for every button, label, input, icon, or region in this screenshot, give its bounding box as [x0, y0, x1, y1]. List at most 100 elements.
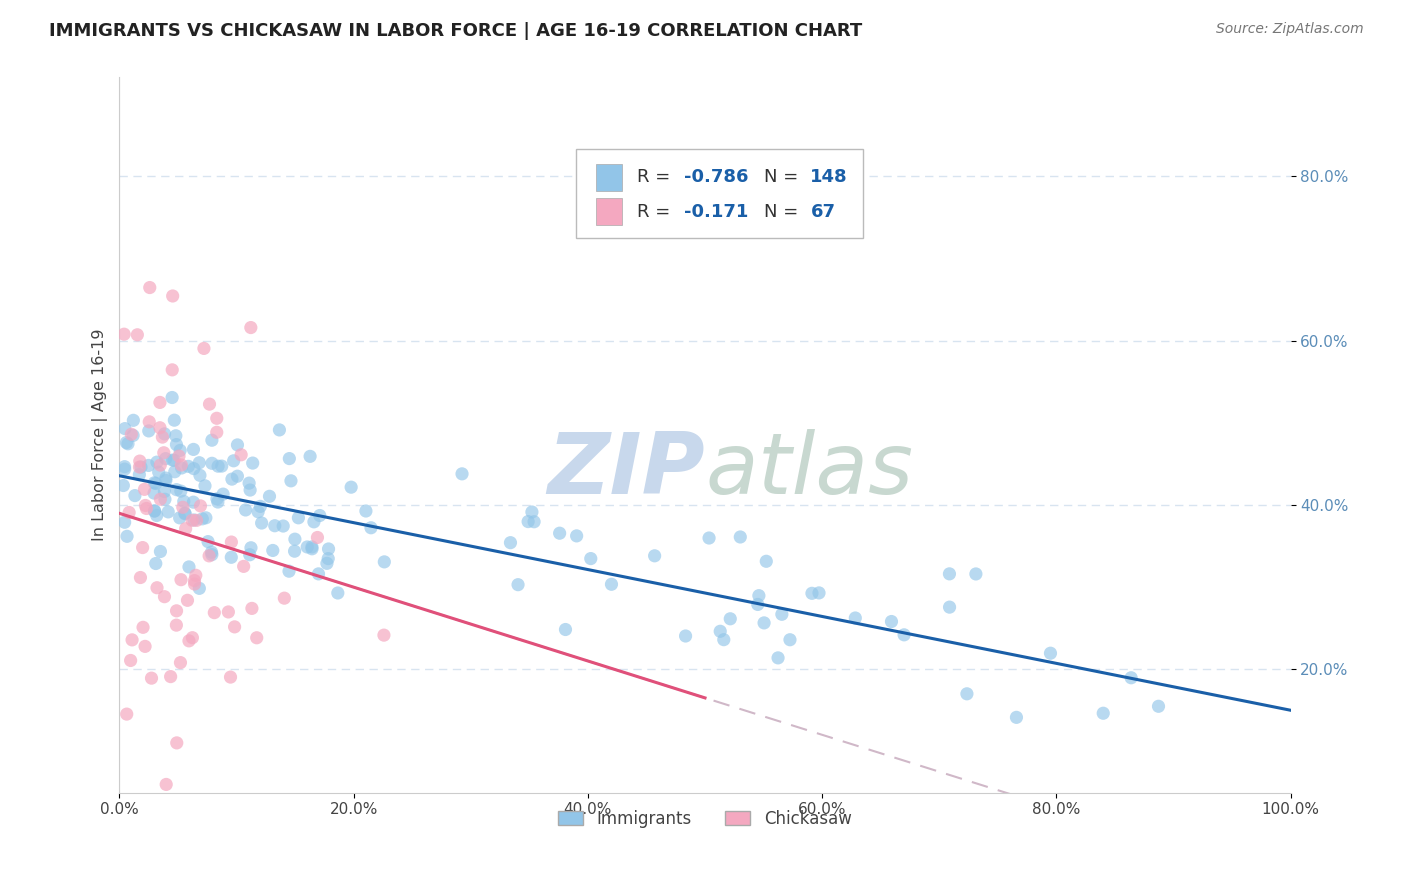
- Point: [149, 544, 172, 558]
- Point: [149, 492, 172, 507]
- Point: [373, 555, 395, 569]
- Point: [880, 615, 903, 629]
- Point: [194, 479, 217, 493]
- Point: [600, 577, 623, 591]
- Point: [183, 442, 205, 457]
- Point: [226, 438, 249, 452]
- Point: [205, 491, 228, 506]
- Point: [129, 460, 152, 475]
- Point: [965, 566, 987, 581]
- Point: [269, 423, 291, 437]
- Point: [354, 504, 377, 518]
- Point: [174, 522, 197, 536]
- Point: [779, 632, 801, 647]
- Point: [170, 461, 193, 475]
- Point: [115, 435, 138, 450]
- Point: [143, 475, 166, 490]
- Point: [173, 494, 195, 508]
- FancyBboxPatch shape: [596, 198, 621, 226]
- Point: [800, 586, 823, 600]
- Legend: Immigrants, Chickasaw: Immigrants, Chickasaw: [551, 803, 858, 834]
- Point: [155, 474, 177, 488]
- Point: [238, 476, 260, 491]
- Point: [297, 540, 319, 554]
- Point: [149, 458, 172, 472]
- Point: [190, 499, 212, 513]
- Point: [146, 455, 169, 469]
- Point: [239, 483, 262, 497]
- Point: [221, 535, 243, 549]
- Text: 148: 148: [810, 169, 848, 186]
- Point: [186, 513, 208, 527]
- Text: R =: R =: [637, 169, 676, 186]
- Point: [166, 604, 188, 618]
- Text: R =: R =: [637, 202, 676, 220]
- Point: [134, 640, 156, 654]
- Point: [138, 415, 160, 429]
- Point: [239, 320, 262, 334]
- Point: [112, 478, 135, 492]
- Point: [169, 443, 191, 458]
- Point: [301, 541, 323, 556]
- Point: [177, 560, 200, 574]
- Text: ZIP: ZIP: [547, 429, 704, 512]
- Point: [284, 532, 307, 546]
- Point: [118, 506, 141, 520]
- Point: [748, 589, 770, 603]
- Point: [194, 511, 217, 525]
- Point: [166, 483, 188, 497]
- Point: [120, 653, 142, 667]
- Point: [183, 577, 205, 591]
- Point: [517, 515, 540, 529]
- Point: [184, 568, 207, 582]
- Point: [232, 559, 254, 574]
- Point: [755, 554, 778, 568]
- Point: [247, 505, 270, 519]
- Point: [149, 395, 172, 409]
- Point: [224, 620, 246, 634]
- Point: [302, 515, 325, 529]
- Text: atlas: atlas: [704, 429, 912, 512]
- Point: [697, 531, 720, 545]
- Point: [153, 492, 176, 507]
- Point: [183, 513, 205, 527]
- Point: [675, 629, 697, 643]
- Point: [170, 458, 193, 472]
- Point: [155, 471, 177, 485]
- Point: [308, 508, 330, 523]
- Point: [174, 506, 197, 520]
- Point: [221, 550, 243, 565]
- Point: [770, 607, 793, 622]
- Point: [160, 363, 183, 377]
- Point: [128, 467, 150, 482]
- Point: [122, 428, 145, 442]
- Point: [170, 484, 193, 499]
- Point: [150, 430, 173, 444]
- Point: [127, 327, 149, 342]
- Point: [134, 483, 156, 497]
- Point: [201, 434, 224, 448]
- Point: [565, 529, 588, 543]
- Point: [153, 484, 176, 499]
- Point: [124, 489, 146, 503]
- Point: [263, 518, 285, 533]
- Point: [139, 280, 162, 294]
- Point: [242, 456, 264, 470]
- Point: [360, 521, 382, 535]
- Point: [153, 446, 176, 460]
- Point: [129, 570, 152, 584]
- Point: [167, 449, 190, 463]
- Point: [752, 615, 775, 630]
- Point: [844, 611, 866, 625]
- Point: [250, 516, 273, 530]
- Point: [205, 425, 228, 440]
- Point: [122, 413, 145, 427]
- Point: [893, 628, 915, 642]
- Point: [523, 515, 546, 529]
- Point: [308, 566, 330, 581]
- Point: [115, 529, 138, 543]
- Point: [221, 472, 243, 486]
- Point: [1039, 646, 1062, 660]
- Point: [153, 426, 176, 441]
- Point: [249, 500, 271, 514]
